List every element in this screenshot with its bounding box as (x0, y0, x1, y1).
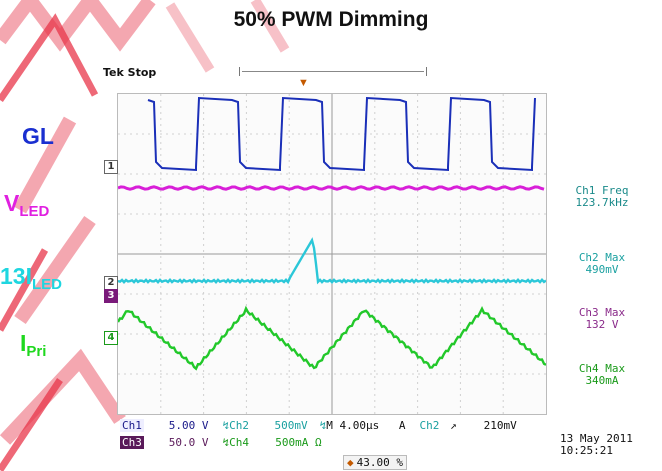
vled-label-main: V (4, 190, 20, 216)
gl-signal-label: GL (22, 123, 54, 150)
measurement-ch3-max: Ch3 Max 132 V (552, 307, 652, 331)
ch4-waveform (116, 305, 547, 371)
settings-row-1: Ch1 5.00 V ↯Ch2 500mV ↯M 4.00µs A Ch2 ↗ … (120, 419, 517, 432)
trigger-bar-line (242, 71, 424, 72)
ch3-scale[interactable]: 50.0 V (168, 436, 209, 449)
measurement-value: 132 V (585, 318, 619, 331)
page-title: 50% PWM Dimming (233, 8, 429, 31)
graticule-lines (118, 94, 546, 414)
measurement-value: 340mA (585, 374, 619, 387)
ch1-scale[interactable]: 5.00 V (168, 419, 209, 432)
ch1-waveform (147, 96, 536, 172)
trigger-slope-icon[interactable]: ↗ (450, 419, 457, 432)
bandwidth-icon: ↯ (222, 436, 230, 449)
scope-date: 13 May 2011 (560, 432, 633, 445)
measurement-value: 490mV (585, 263, 619, 276)
trigger-position-icon: ◆ (347, 456, 354, 469)
trigger-position-value: 43.00 % (356, 456, 403, 469)
oscilloscope-graticule (116, 93, 547, 415)
scope-status: Tek Stop (103, 66, 157, 79)
ch2-scale[interactable]: 500mV (274, 419, 308, 432)
measurement-label: Ch3 Max (578, 306, 626, 319)
trigger-position-bar (239, 67, 427, 76)
trigger-source[interactable]: Ch2 (419, 419, 440, 432)
settings-row-2: Ch3 50.0 V ↯Ch4 500mA Ω (120, 436, 322, 449)
ch4-label[interactable]: Ch4 (229, 436, 249, 449)
trigger-mode[interactable]: A (398, 419, 406, 432)
ch4-scale[interactable]: 500mA Ω (275, 436, 322, 449)
bandwidth-icon: ↯ (319, 419, 327, 432)
measurement-ch4-max: Ch4 Max 340mA (552, 363, 652, 387)
measurement-value: 123.7kHz (575, 196, 629, 209)
measurement-label: Ch4 Max (578, 362, 626, 375)
ch3-label[interactable]: Ch3 (120, 436, 144, 449)
ch4-marker[interactable]: 4 (104, 331, 118, 345)
iled-label-sub: LED (31, 276, 62, 293)
scope-datetime: 13 May 2011 10:25:21 (560, 433, 633, 457)
ipri-label-sub: Pri (26, 343, 47, 360)
ch2-waveform (117, 237, 547, 285)
measurement-ch2-max: Ch2 Max 490mV (552, 252, 652, 276)
ch2-marker[interactable]: 2 (104, 276, 118, 290)
ch3-marker[interactable]: 3 (104, 289, 118, 303)
measurement-label: Ch1 Freq (575, 184, 629, 197)
measurement-ch1-freq: Ch1 Freq 123.7kHz (552, 185, 652, 209)
gl-label-text: GL (22, 123, 54, 149)
bandwidth-icon: ↯ (222, 419, 230, 432)
scope-time: 10:25:21 (560, 444, 613, 457)
trigger-level[interactable]: 210mV (483, 419, 517, 432)
ch2-label[interactable]: Ch2 (229, 419, 249, 432)
trigger-marker-icon: ▼ (298, 77, 309, 89)
vled-label-sub: LED (19, 203, 50, 220)
trigger-position-readout[interactable]: ◆ 43.00 % (343, 455, 407, 470)
measurement-label: Ch2 Max (578, 251, 626, 264)
ipri-signal-label: IPri (20, 330, 47, 360)
iled-label-main: 13I (0, 263, 32, 289)
ch3-waveform (117, 185, 545, 191)
ch1-marker[interactable]: 1 (104, 160, 118, 174)
vled-signal-label: VLED (4, 190, 50, 220)
iled-signal-label: 13ILED (0, 263, 62, 293)
timebase[interactable]: M 4.00µs (326, 419, 380, 432)
ch1-label[interactable]: Ch1 (120, 419, 144, 432)
ipri-label-main: I (20, 330, 27, 356)
waveform-display (116, 94, 547, 414)
